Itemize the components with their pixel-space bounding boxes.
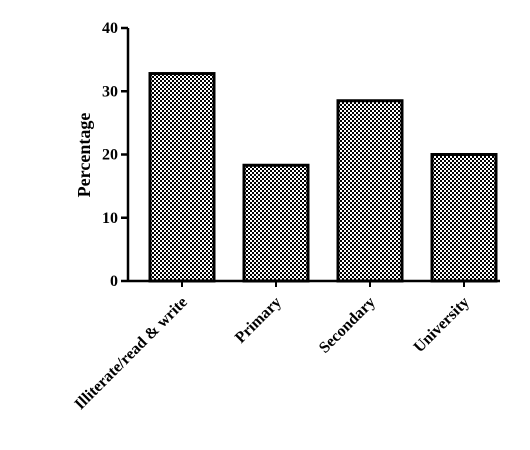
bar	[148, 72, 216, 283]
y-tick-label: 30	[102, 83, 118, 100]
x-tick-label: Secondary	[316, 294, 379, 357]
y-tick-label: 40	[102, 20, 118, 37]
y-tick-label: 0	[110, 273, 118, 290]
x-tick-label: Primary	[232, 294, 285, 347]
bar	[430, 153, 498, 283]
y-tick-label: 20	[102, 147, 118, 164]
y-axis-label: Percentage	[74, 113, 94, 198]
y-tick-label: 10	[102, 210, 118, 227]
x-tick-label: Illiterate/read & write	[72, 294, 191, 413]
bar	[336, 99, 404, 283]
bar	[242, 163, 310, 283]
x-tick-label: University	[411, 294, 473, 356]
